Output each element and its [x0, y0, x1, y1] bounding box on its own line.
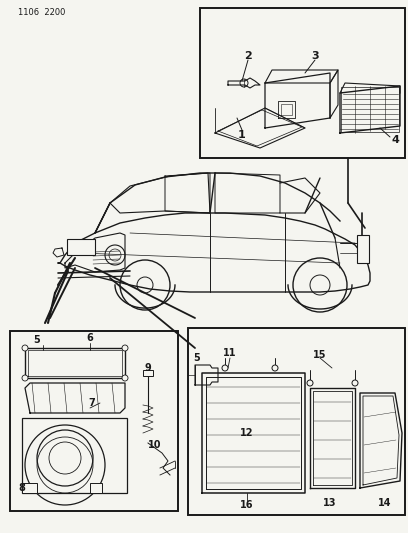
- Bar: [22, 418, 127, 493]
- Bar: [10, 331, 178, 511]
- Text: 16: 16: [240, 500, 254, 510]
- Text: 7: 7: [89, 398, 95, 408]
- Text: 1: 1: [238, 130, 246, 140]
- Text: 9: 9: [144, 363, 151, 373]
- Bar: [22, 483, 37, 493]
- Bar: [200, 8, 405, 158]
- Bar: [67, 239, 95, 255]
- Bar: [143, 370, 153, 376]
- Circle shape: [352, 380, 358, 386]
- Text: 8: 8: [18, 483, 25, 493]
- Bar: [341, 87, 399, 132]
- Circle shape: [222, 365, 228, 371]
- Bar: [357, 235, 369, 263]
- Text: 3: 3: [311, 51, 319, 61]
- Circle shape: [22, 375, 28, 381]
- Circle shape: [307, 380, 313, 386]
- Text: 6: 6: [86, 333, 93, 343]
- Text: 12: 12: [240, 428, 254, 438]
- Circle shape: [272, 365, 278, 371]
- Text: 11: 11: [223, 348, 237, 358]
- Text: 15: 15: [313, 350, 327, 360]
- Text: 13: 13: [323, 498, 337, 508]
- Text: 2: 2: [244, 51, 252, 61]
- Bar: [90, 483, 102, 493]
- Circle shape: [122, 375, 128, 381]
- Circle shape: [22, 345, 28, 351]
- Text: 10: 10: [148, 440, 162, 450]
- Circle shape: [122, 345, 128, 351]
- Text: 1106  2200: 1106 2200: [18, 8, 65, 17]
- Bar: [188, 328, 405, 515]
- Text: 5: 5: [33, 335, 40, 345]
- Text: 14: 14: [378, 498, 392, 508]
- Text: 4: 4: [391, 135, 399, 145]
- Text: 5: 5: [194, 353, 200, 363]
